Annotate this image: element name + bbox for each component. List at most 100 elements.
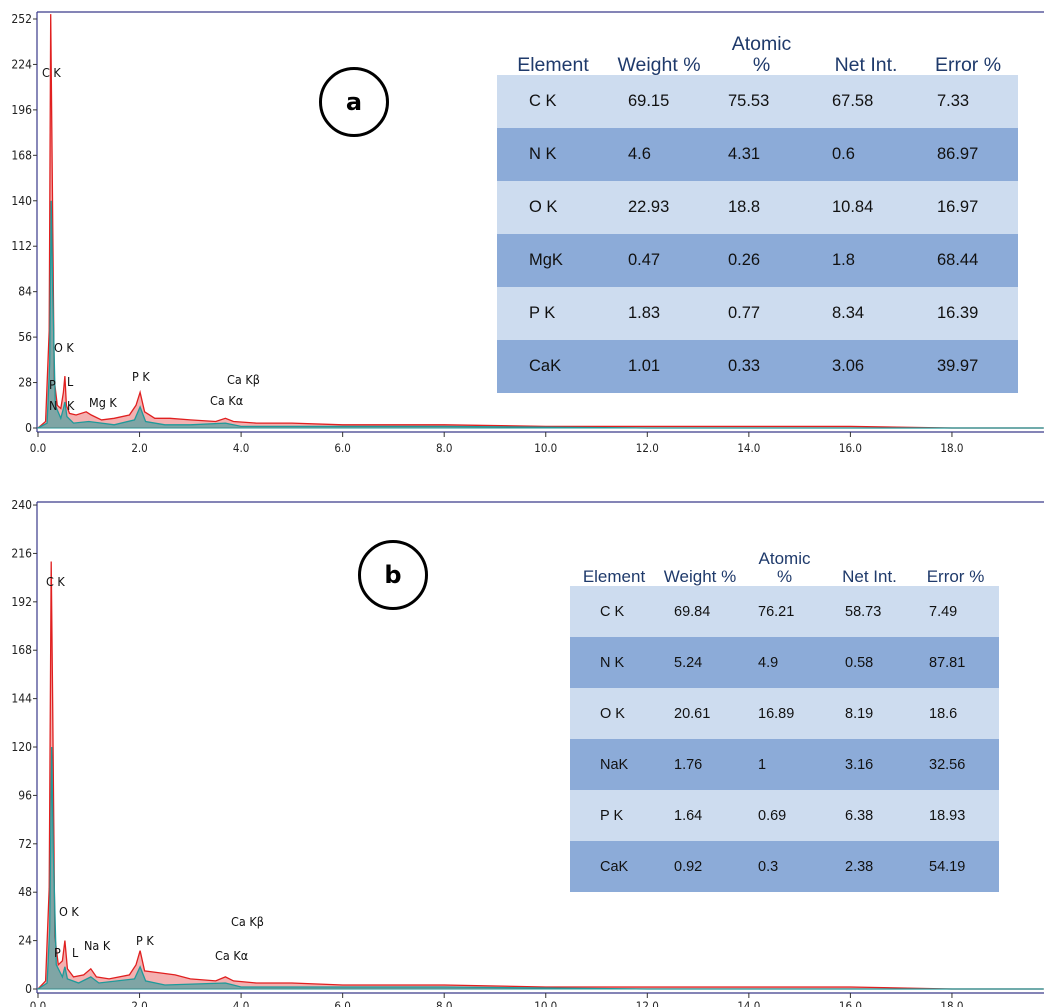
- panel-label-a-text: a: [345, 88, 363, 116]
- table-row: C K 69.15 75.53 67.58 7.33: [497, 75, 1018, 128]
- y-tick-label: 0: [25, 982, 32, 996]
- spectrum-series-line: [37, 561, 1044, 990]
- table-cell: 18.6: [912, 688, 999, 739]
- table-cell: 0.6: [814, 128, 918, 181]
- table-cell: 1: [742, 739, 827, 790]
- header-element: Element: [517, 53, 589, 76]
- spectrum-series-line: [37, 746, 1044, 990]
- table-row: O K 22.93 18.8 10.84 16.97: [497, 181, 1018, 234]
- header-net-int: Net Int.: [834, 53, 898, 76]
- x-tick-label: 2.0: [131, 999, 147, 1007]
- table-cell: 54.19: [912, 841, 999, 892]
- table-cell: 1.83: [609, 287, 709, 340]
- header-element: Element: [582, 567, 646, 587]
- table-cell: 2.38: [827, 841, 912, 892]
- table-cell: 7.33: [918, 75, 1018, 128]
- y-tick-label: 72: [18, 837, 32, 851]
- panel-label-b: b: [358, 540, 428, 610]
- table-cell: 10.84: [814, 181, 918, 234]
- eds-spectrum-a: 0 28 56 84 112 140 168 196 224 252 0.0 2.0 4.0 6.0 8.…: [11, 11, 1044, 455]
- table-cell: N K: [497, 128, 609, 181]
- y-tick-label: 168: [11, 643, 32, 657]
- peak-label-l: L: [67, 374, 74, 389]
- table-cell: NaK: [570, 739, 658, 790]
- table-cell: 87.81: [912, 637, 999, 688]
- peak-label-ca-kbeta: Ca Kβ: [231, 914, 264, 929]
- table-cell: 0.33: [709, 340, 814, 393]
- header-atomic: Atomic %: [758, 549, 811, 587]
- table-cell: 6.38: [827, 790, 912, 841]
- peak-label-c-k: C K: [46, 574, 65, 589]
- y-tick-label: 24: [18, 934, 32, 948]
- table-cell: C K: [570, 586, 658, 637]
- table-cell: 86.97: [918, 128, 1018, 181]
- composition-table-b: Element Weight % Atomic % Net Int. Error…: [570, 524, 999, 892]
- peak-label-o-k: O K: [54, 340, 74, 355]
- x-tick-label: 4.0: [233, 441, 249, 455]
- x-tick-label: 10.0: [534, 999, 557, 1007]
- peak-label-ca-kbeta: Ca Kβ: [227, 372, 260, 387]
- header-atomic: Atomic %: [731, 33, 792, 76]
- y-tick-label: 112: [11, 239, 32, 253]
- table-cell: O K: [497, 181, 609, 234]
- y-tick-label: 140: [11, 194, 32, 208]
- header-weight: Weight %: [617, 53, 701, 76]
- table-cell: 1.8: [814, 234, 918, 287]
- table-cell: CaK: [570, 841, 658, 892]
- spectrum-panel-b: 0 24 48 72 96 120 144 168 192 216 240 0.0 2.0 4.0 6.0…: [0, 495, 1044, 1007]
- x-tick-label: 8.0: [436, 441, 452, 455]
- x-tick-label: 12.0: [636, 441, 659, 455]
- header-error: Error %: [926, 567, 985, 587]
- table-cell: 69.84: [658, 586, 742, 637]
- table-cell: 0.58: [827, 637, 912, 688]
- peak-label-p: P: [49, 377, 56, 392]
- table-cell: 5.24: [658, 637, 742, 688]
- table-row: MgK 0.47 0.26 1.8 68.44: [497, 234, 1018, 287]
- table-cell: 58.73: [827, 586, 912, 637]
- table-cell: 4.9: [742, 637, 827, 688]
- table-cell: 18.8: [709, 181, 814, 234]
- table-row: N K 5.24 4.9 0.58 87.81: [570, 637, 999, 688]
- y-tick-label: 28: [18, 376, 32, 390]
- x-tick-label: 0.0: [30, 441, 46, 455]
- spectrum-panel-a: 0 28 56 84 112 140 168 196 224 252 0.0 2.0 4.0 6.0 8.…: [0, 0, 1044, 470]
- spectrum-series-line: [37, 14, 1044, 429]
- table-cell: 1.64: [658, 790, 742, 841]
- peak-label-p: P: [54, 945, 61, 960]
- y-tick-label: 216: [11, 546, 32, 560]
- panel-label-a: a: [319, 67, 389, 137]
- table-cell: 3.06: [814, 340, 918, 393]
- table-row: CaK 0.92 0.3 2.38 54.19: [570, 841, 999, 892]
- peak-label-o-k: O K: [59, 904, 79, 919]
- table-cell: 0.3: [742, 841, 827, 892]
- table-cell: 0.69: [742, 790, 827, 841]
- table-cell: CaK: [497, 340, 609, 393]
- table-row: P K 1.64 0.69 6.38 18.93: [570, 790, 999, 841]
- peak-label-c-k: C K: [42, 65, 61, 80]
- peak-label-l: L: [72, 945, 79, 960]
- x-tick-label: 18.0: [940, 441, 963, 455]
- table-cell: P K: [570, 790, 658, 841]
- table-cell: 32.56: [912, 739, 999, 790]
- y-tick-label: 96: [18, 788, 32, 802]
- y-tick-label: 252: [11, 12, 32, 26]
- x-tick-label: 10.0: [534, 441, 557, 455]
- x-tick-label: 6.0: [334, 999, 350, 1007]
- peak-label-ca-kalpha: Ca Kα: [210, 393, 243, 408]
- y-tick-label: 196: [11, 103, 32, 117]
- peak-label-na-k: Na K: [84, 938, 111, 953]
- table-row: C K 69.84 76.21 58.73 7.49: [570, 586, 999, 637]
- spectrum-series-line: [37, 200, 1044, 429]
- eds-spectrum-b: 0 24 48 72 96 120 144 168 192 216 240 0.0 2.0 4.0 6.0…: [11, 498, 1044, 1007]
- table-cell: 0.47: [609, 234, 709, 287]
- y-tick-label: 224: [11, 57, 32, 71]
- table-cell: 67.58: [814, 75, 918, 128]
- x-tick-label: 14.0: [737, 999, 760, 1007]
- table-row: N K 4.6 4.31 0.6 86.97: [497, 128, 1018, 181]
- y-tick-label: 120: [11, 740, 32, 754]
- table-cell: 8.19: [827, 688, 912, 739]
- y-tick-label: 168: [11, 148, 32, 162]
- table-row: P K 1.83 0.77 8.34 16.39: [497, 287, 1018, 340]
- table-cell: 0.92: [658, 841, 742, 892]
- panel-label-b-text: b: [384, 561, 402, 589]
